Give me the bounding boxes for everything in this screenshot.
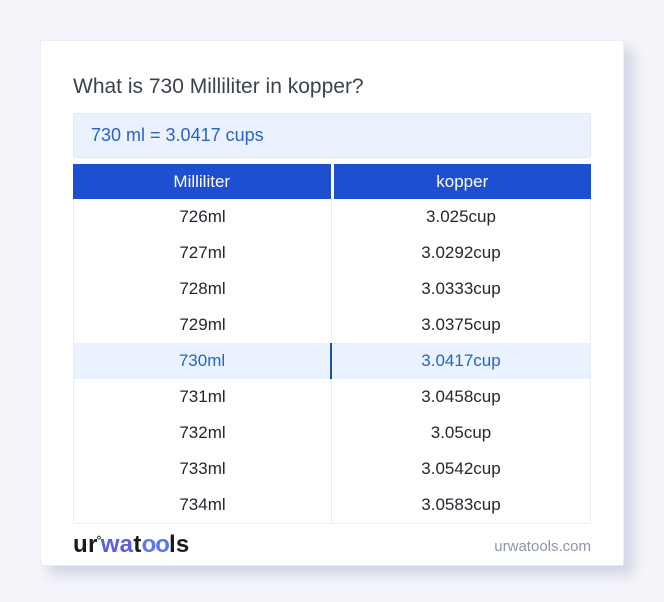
table-row: 727ml 3.0292cup [74,235,590,271]
logo-segment: ls [168,530,190,558]
card-footer: ur°watools urwatools.com [73,524,591,568]
cell-ml: 732ml [74,415,332,451]
logo-segment: wa [100,530,134,558]
cell-ml: 729ml [74,307,332,343]
cell-cup: 3.0333cup [421,279,501,298]
page-title: What is 730 Milliliter in kopper? [73,75,364,98]
cell-cup: 3.0583cup [421,495,501,514]
cell-ml: 731ml [74,379,332,415]
answer-text: 730 ml = 3.0417 cups [91,125,264,145]
table-row: 734ml 3.0583cup [74,487,590,523]
cell-ml: 727ml [74,235,332,271]
cell-cup: 3.0375cup [421,315,501,334]
cell-cup: 3.025cup [426,207,496,226]
card-content: What is 730 Milliliter in kopper? 730 ml… [41,74,623,568]
urwatools-logo[interactable]: ur°watools [73,530,190,560]
table-header-milliliter: Milliliter [73,164,331,199]
table-header-kopper: kopper [333,164,591,199]
conversion-table: Milliliter kopper 726ml 3.025cup 727ml 3… [73,164,591,524]
cell-ml: 726ml [74,199,332,235]
logo-glasses-oo: oo [141,530,170,558]
table-row: 732ml 3.05cup [74,415,590,451]
cell-cup: 3.0542cup [421,459,501,478]
table-row: 726ml 3.025cup [74,199,590,235]
conversion-card: What is 730 Milliliter in kopper? 730 ml… [40,40,624,566]
answer-box: 730 ml = 3.0417 cups [73,113,591,158]
table-row: 733ml 3.0542cup [74,451,590,487]
cell-cup: 3.05cup [430,423,492,442]
table-header-row: Milliliter kopper [73,164,591,199]
cell-ml: 734ml [74,487,332,523]
cell-cup-highlighted[interactable]: 3.0417cup [332,343,590,379]
cell-ml: 733ml [74,451,332,487]
cell-cup: 3.0458cup [421,387,501,406]
logo-ring-icon: ° [96,532,102,547]
table-row: 728ml 3.0333cup [74,271,590,307]
table-body: 726ml 3.025cup 727ml 3.0292cup 728ml 3.0… [73,199,591,524]
table-row: 731ml 3.0458cup [74,379,590,415]
table-row-highlighted[interactable]: 730ml 3.0417cup [74,343,590,379]
site-url: urwatools.com [494,537,591,555]
logo-segment: ur [73,530,98,558]
table-row: 729ml 3.0375cup [74,307,590,343]
cell-ml-highlighted[interactable]: 730ml [74,343,332,379]
cell-ml: 728ml [74,271,332,307]
cell-cup: 3.0292cup [421,243,501,262]
logo-segment: t [133,530,142,558]
